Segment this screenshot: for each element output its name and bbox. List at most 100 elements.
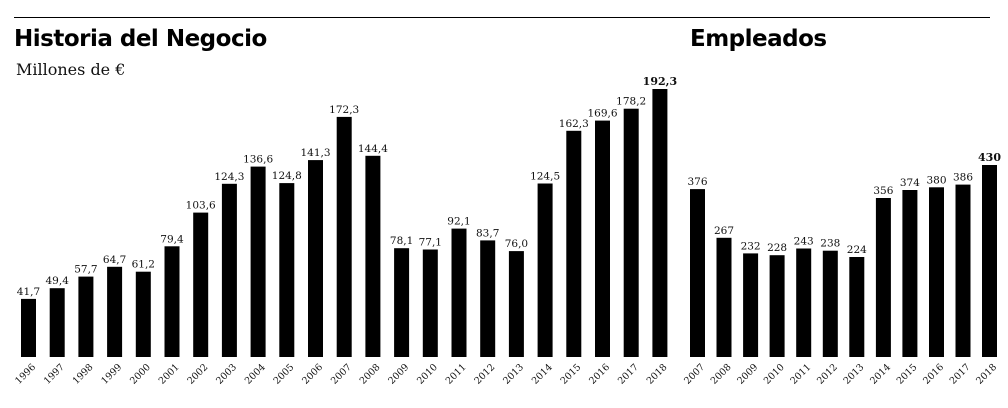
employees-bar-2018 <box>982 165 997 357</box>
revenue-bar-1998 <box>78 276 94 357</box>
revenue-bar-2007 <box>336 116 352 358</box>
employees-bar-2014 <box>875 198 891 357</box>
employees-bar-2008 <box>716 237 732 357</box>
revenue-value-label-2012: 83,7 <box>476 227 499 239</box>
revenue-year-label-1998: 1998 <box>71 362 96 387</box>
revenue-year-label-2006: 2006 <box>300 362 325 387</box>
revenue-year-label-2010: 2010 <box>415 362 440 387</box>
employees-year-label-2014: 2014 <box>868 362 893 387</box>
revenue-value-label-2017: 178,2 <box>616 96 646 108</box>
employees-bar-2011 <box>796 248 812 357</box>
revenue-value-label-1997: 49,4 <box>46 275 70 287</box>
employees-bar-2007 <box>690 189 705 357</box>
employees-year-label-2013: 2013 <box>842 362 867 387</box>
employees-value-label-2012: 238 <box>820 238 840 250</box>
top-rule <box>14 17 990 18</box>
revenue-year-label-2016: 2016 <box>587 362 612 387</box>
revenue-bar-2010 <box>422 249 438 357</box>
employees-value-label-2014: 356 <box>873 185 893 197</box>
employees-value-label-2015: 374 <box>900 177 920 189</box>
employees-year-label-2018: 2018 <box>974 362 999 387</box>
revenue-value-label-2008: 144,4 <box>358 143 388 155</box>
revenue-value-label-2013: 76,0 <box>505 238 528 250</box>
revenue-bar-2002 <box>193 212 209 357</box>
revenue-year-label-1999: 1999 <box>99 362 124 387</box>
revenue-bar-2012 <box>480 240 496 357</box>
revenue-year-label-2005: 2005 <box>272 362 297 387</box>
revenue-year-label-2013: 2013 <box>501 362 526 387</box>
employees-value-label-2008: 267 <box>714 225 734 237</box>
revenue-year-label-2014: 2014 <box>530 362 555 387</box>
revenue-bar-2015 <box>566 130 582 357</box>
employees-bar-2009 <box>743 253 759 357</box>
revenue-value-label-1999: 64,7 <box>103 254 126 266</box>
revenue-bar-2003 <box>221 183 237 357</box>
revenue-value-label-2011: 92,1 <box>447 216 470 228</box>
employees-bar-2010 <box>769 255 785 357</box>
employees-year-label-2007: 2007 <box>682 362 707 387</box>
revenue-year-label-2012: 2012 <box>472 362 497 387</box>
revenue-value-label-2003: 124,3 <box>214 171 244 183</box>
employees-year-label-2015: 2015 <box>895 362 920 387</box>
revenue-year-label-2015: 2015 <box>559 362 584 387</box>
employees-bar-2015 <box>902 190 918 357</box>
revenue-value-label-1998: 57,7 <box>74 264 97 276</box>
employees-value-label-2016: 380 <box>926 174 946 186</box>
revenue-value-label-2015: 162,3 <box>559 118 589 130</box>
employees-value-label-2017: 386 <box>953 172 973 184</box>
revenue-bar-1999 <box>107 266 123 357</box>
revenue-value-label-2018: 192,3 <box>643 75 677 88</box>
revenue-bar-2014 <box>537 183 553 357</box>
revenue-year-label-2007: 2007 <box>329 362 354 387</box>
employees-year-label-2012: 2012 <box>815 362 840 387</box>
revenue-value-label-2005: 124,8 <box>272 170 302 182</box>
revenue-value-label-1996: 41,7 <box>17 286 40 298</box>
employees-value-label-2009: 232 <box>741 240 761 252</box>
employees-value-label-2018: 430 <box>978 151 1001 164</box>
employees-value-label-2011: 243 <box>794 236 814 248</box>
employees-bar-2012 <box>822 250 838 357</box>
revenue-bar-2005 <box>279 183 295 357</box>
business-history-title: Historia del Negocio <box>14 26 267 52</box>
revenue-bar-2016 <box>595 120 610 357</box>
employees-value-label-2007: 376 <box>687 176 707 188</box>
revenue-bar-2008 <box>365 155 381 357</box>
revenue-year-label-1996: 1996 <box>13 362 38 387</box>
revenue-value-label-2004: 136,6 <box>243 154 273 166</box>
revenue-year-label-2001: 2001 <box>157 362 182 387</box>
revenue-year-label-2000: 2000 <box>128 362 153 387</box>
revenue-year-label-2017: 2017 <box>616 362 641 387</box>
revenue-value-label-2001: 79,4 <box>160 233 184 245</box>
business-history-subtitle: Millones de € <box>16 60 126 79</box>
revenue-year-label-1997: 1997 <box>42 362 67 387</box>
revenue-year-label-2008: 2008 <box>358 362 383 387</box>
revenue-year-label-2002: 2002 <box>185 362 210 387</box>
revenue-value-label-2006: 141,3 <box>300 147 330 159</box>
revenue-year-label-2009: 2009 <box>386 362 411 387</box>
revenue-year-label-2011: 2011 <box>444 362 469 387</box>
employees-year-label-2008: 2008 <box>709 362 734 387</box>
revenue-bar-2017 <box>623 108 639 357</box>
revenue-year-label-2018: 2018 <box>645 362 670 387</box>
revenue-value-label-2000: 61,2 <box>132 259 155 271</box>
employees-year-label-2016: 2016 <box>921 362 946 387</box>
employees-year-label-2011: 2011 <box>788 362 813 387</box>
revenue-bar-2006 <box>308 160 323 357</box>
revenue-bar-1997 <box>49 288 65 357</box>
employees-year-label-2010: 2010 <box>762 362 787 387</box>
employees-bar-2016 <box>929 187 944 357</box>
revenue-bar-2000 <box>135 271 151 357</box>
revenue-year-label-2004: 2004 <box>243 362 268 387</box>
employees-bar-2013 <box>849 257 865 357</box>
revenue-value-label-2010: 77,1 <box>419 237 442 249</box>
employees-value-label-2010: 228 <box>767 242 787 254</box>
employees-bar-2017 <box>955 184 971 357</box>
revenue-value-label-2014: 124,5 <box>530 171 560 183</box>
revenue-value-label-2007: 172,3 <box>329 104 359 116</box>
employees-year-label-2009: 2009 <box>735 362 760 387</box>
revenue-year-label-2003: 2003 <box>214 362 239 387</box>
revenue-value-label-2002: 103,6 <box>186 200 216 212</box>
revenue-value-label-2009: 78,1 <box>390 235 413 247</box>
employees-year-label-2017: 2017 <box>948 362 973 387</box>
